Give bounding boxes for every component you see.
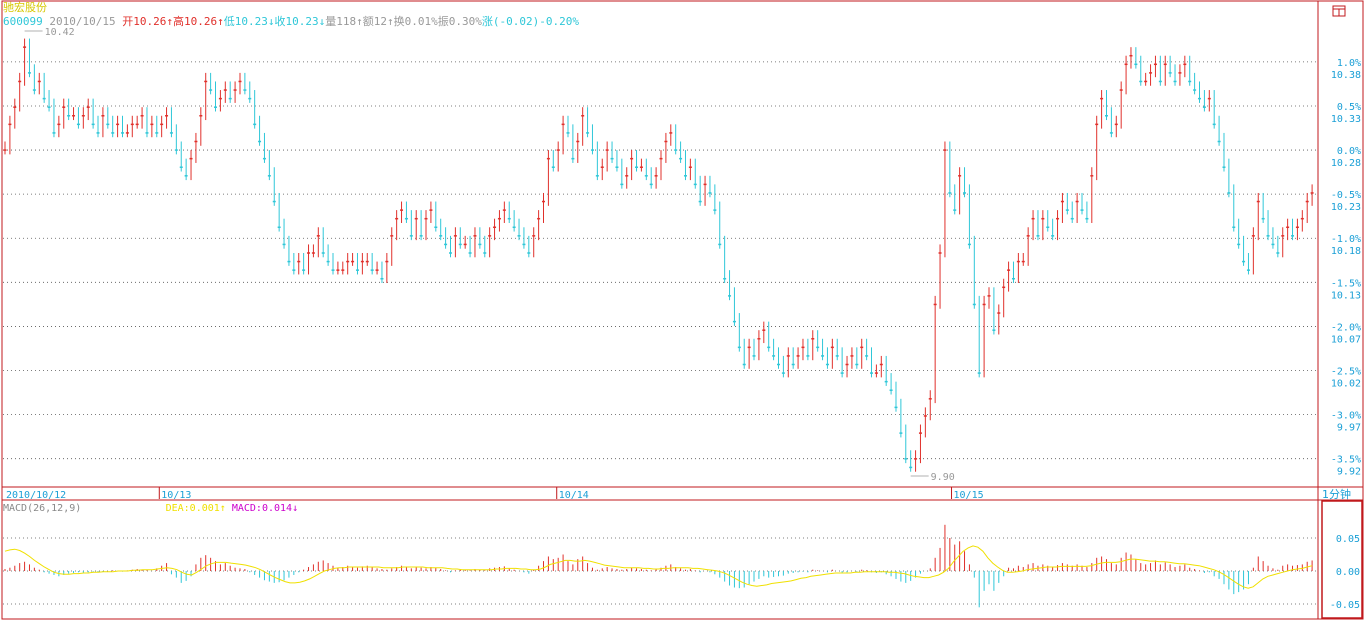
dea-arrow: ↑ (219, 503, 226, 514)
price-tick-label: 10.23 (1331, 202, 1361, 213)
pct-tick-label: -1.5% (1331, 278, 1361, 289)
quote-field: 涨(-0.02)-0.20% (481, 15, 579, 28)
price-tick-label: 10.18 (1331, 246, 1361, 257)
candlestick-series: 10.42 9.90 (3, 27, 1314, 483)
pct-tick-label: 0.0% (1337, 146, 1361, 157)
pct-tick-label: -1.0% (1331, 234, 1361, 245)
date-tick-label: 10/15 (954, 490, 984, 501)
quote-fields: 开10.26↑高10.26↑低10.23↓收10.23↓量118↑额12↑换0.… (122, 15, 579, 28)
dea-value: 0.001 (189, 503, 220, 514)
window-toggle-icon[interactable] (1332, 2, 1346, 17)
macd-value: 0.014 (261, 503, 293, 514)
date-axis: 2010/10/12 10/13 10/14 10/15 (6, 487, 984, 501)
macd-tick-label: -0.05 (1330, 600, 1360, 611)
pct-tick-label: -2.0% (1331, 322, 1361, 333)
quote-date: 2010/10/15 (49, 15, 116, 28)
macd-series (3, 524, 1318, 608)
high-annotation: 10.42 (45, 27, 75, 38)
low-annotation: 9.90 (931, 472, 955, 483)
macd-tick-label: 0.00 (1336, 567, 1360, 578)
quote-field: 高10.26↑ (172, 15, 224, 28)
price-tick-label: 10.13 (1331, 290, 1361, 301)
stock-name: 驰宏股份 (3, 1, 47, 14)
date-tick-label: 10/13 (161, 490, 191, 501)
macd-axis-box (1321, 500, 1363, 619)
price-tick-label: 10.02 (1331, 379, 1361, 390)
macd-tick-label: 0.05 (1336, 534, 1360, 545)
pct-tick-label: -3.5% (1331, 455, 1361, 466)
pct-tick-label: 1.0% (1337, 58, 1361, 69)
dea-line (4, 545, 1313, 589)
macd-title: MACD(26,12,9) (3, 503, 82, 514)
price-tick-label: 10.33 (1331, 114, 1361, 125)
pct-tick-label: 0.5% (1337, 102, 1361, 113)
price-tick-label: 10.38 (1331, 70, 1361, 81)
price-tick-label: 9.92 (1337, 467, 1361, 478)
quote-field: 开10.26↑ (122, 15, 173, 28)
period-selector[interactable]: 1分钟 (1322, 488, 1351, 501)
quote-field: 额12↑ (362, 15, 394, 28)
macd-legend: MACD(26,12,9) DEA:0.001↑ MACD:0.014↓ (3, 503, 298, 515)
macd-axis: 0.05 0.00 -0.05 (1330, 534, 1360, 611)
quote-field: 低10.23↓ (223, 15, 275, 28)
macd-label: MACD: (231, 503, 262, 514)
pct-tick-label: -2.5% (1331, 367, 1361, 378)
price-tick-label: 10.28 (1331, 158, 1361, 169)
stock-code: 600099 (3, 15, 43, 28)
price-tick-label: 10.07 (1331, 334, 1361, 345)
date-tick-label: 10/14 (559, 490, 589, 501)
price-axis: 1.0%10.38 0.5%10.33 0.0%10.28 -0.5%10.23 -1.… (1331, 58, 1361, 478)
quote-field: 振0.30% (437, 15, 482, 28)
quote-line: 600099 2010/10/15 开10.26↑高10.26↑低10.23↓收… (3, 16, 579, 28)
date-tick-label: 2010/10/12 (6, 490, 66, 501)
quote-field: 量118↑ (325, 15, 363, 28)
macd-arrow: ↓ (292, 503, 299, 514)
dea-label: DEA: (165, 503, 190, 514)
quote-field: 收10.23↓ (274, 15, 326, 28)
quote-field: 换0.01% (393, 15, 438, 28)
pct-tick-label: -0.5% (1331, 190, 1361, 201)
pct-tick-label: -3.0% (1331, 411, 1361, 422)
price-tick-label: 9.97 (1337, 423, 1361, 434)
